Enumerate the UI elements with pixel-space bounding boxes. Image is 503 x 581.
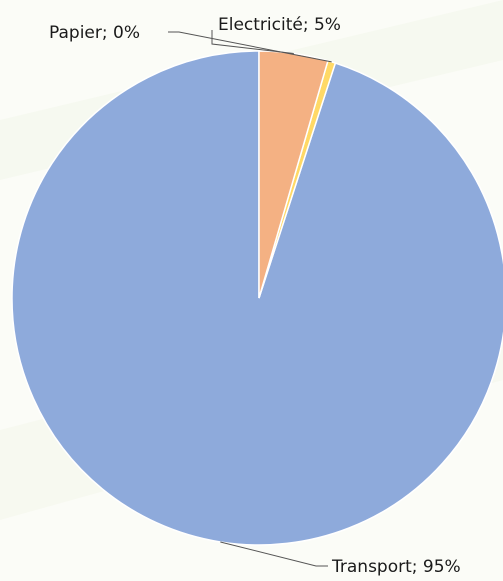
data-label-electricite: Electricité; 5% [218, 15, 341, 35]
leader-line-electricite [211, 30, 294, 54]
leader-lines-layer [168, 30, 332, 567]
data-label-transport: Transport; 95% [331, 557, 461, 577]
data-label-papier: Papier; 0% [49, 23, 140, 43]
pie-slice-transport [11, 50, 503, 546]
slices-layer [11, 50, 503, 546]
leader-line-transport [220, 541, 328, 567]
